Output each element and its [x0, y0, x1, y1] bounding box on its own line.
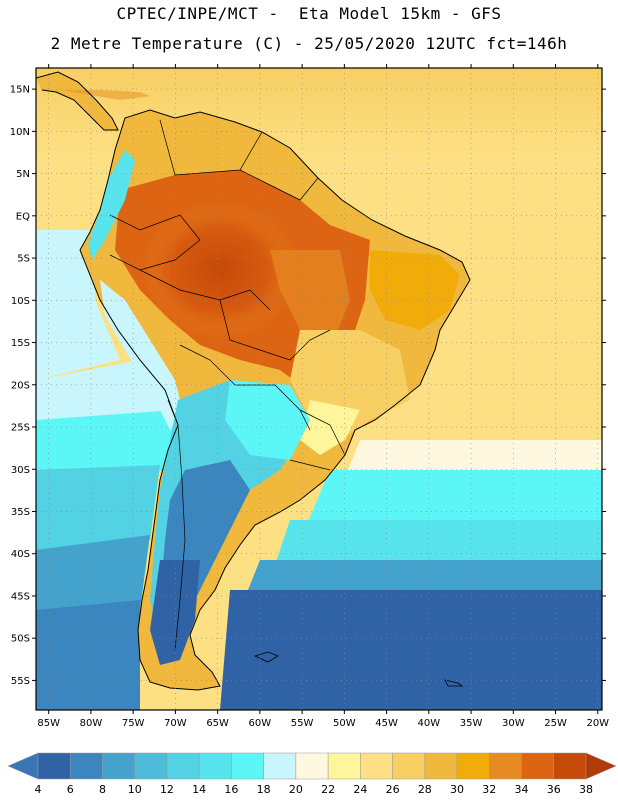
colorbar-label: 24	[353, 783, 367, 796]
coastline	[79, 109, 471, 691]
latitude-axis: 15N 10N 5N EQ 5S 10S 15S 20S 25S 30S 35S 40S 45S 50S 5…	[10, 85, 606, 687]
field-layer	[36, 68, 602, 710]
south-georgia-island	[444, 679, 464, 687]
falkland-islands	[253, 651, 279, 663]
lat-label: 30S	[11, 465, 30, 476]
lat-label: 40S	[11, 549, 30, 560]
colorbar-swatch	[69, 752, 103, 780]
colorbar-label: 38	[579, 783, 593, 796]
lat-label: 25S	[11, 423, 30, 434]
colorbar-swatch	[102, 752, 135, 780]
colorbar-low-arrow	[7, 752, 39, 780]
map-frame	[35, 67, 603, 711]
lat-lon-grid	[36, 68, 602, 710]
colorbar-swatch	[521, 752, 555, 780]
amazon-core	[140, 200, 300, 340]
colorbar-label: 6	[67, 783, 74, 796]
lat-label: 50S	[11, 634, 30, 645]
colorbar-label: 4	[35, 783, 42, 796]
colorbar-label: 10	[128, 783, 142, 796]
colorbar-label: 36	[547, 783, 561, 796]
colorbar-swatch	[327, 752, 361, 780]
lat-label: 15N	[10, 85, 30, 96]
colorbar-label: 30	[450, 783, 464, 796]
chaco-pampas-field	[225, 380, 310, 460]
colorbar-swatch	[295, 752, 329, 780]
lon-label: 60W	[249, 718, 272, 729]
colorbar-high-arrow	[585, 752, 617, 780]
patagonia-cold	[150, 560, 200, 665]
colorbar-label: 8	[99, 783, 106, 796]
central-brazil-warm	[270, 250, 350, 350]
central-america-land	[36, 72, 118, 130]
colorbar-swatch	[489, 752, 522, 780]
lat-label: 15S	[11, 338, 30, 349]
colorbar-label: 32	[482, 783, 496, 796]
lat-label: 20S	[11, 380, 30, 391]
colorbar-swatch	[263, 752, 297, 780]
map-title-line-2: 2 Metre Temperature (C) - 25/05/2020 12U…	[50, 34, 568, 53]
colorbar-swatch	[456, 752, 490, 780]
lon-label: 50W	[333, 718, 356, 729]
caribbean-coast-warm	[60, 90, 150, 100]
andes-north-cold	[88, 150, 135, 260]
colorbar-swatch	[424, 752, 458, 780]
pacific-south-band	[36, 535, 150, 620]
pacific-cyan-band	[36, 410, 175, 480]
lon-label: 40W	[418, 718, 441, 729]
lat-label: 10N	[10, 127, 30, 138]
lon-label: 85W	[37, 718, 60, 729]
lon-label: 20W	[586, 718, 609, 729]
south-brazil-mild	[300, 400, 360, 455]
lon-label: 65W	[206, 718, 229, 729]
northeast-brazil	[370, 250, 460, 330]
central-america-coast	[36, 71, 119, 131]
lat-label: 55S	[11, 676, 30, 687]
lon-label: 80W	[80, 718, 103, 729]
colorbar-label: 22	[321, 783, 335, 796]
colorbar-swatch	[166, 752, 200, 780]
colorbar-label: 34	[515, 783, 529, 796]
lon-label: 30W	[502, 718, 525, 729]
map-title-line-1: CPTEC/INPE/MCT - Eta Model 15km - GFS	[116, 4, 502, 23]
lat-label: 5N	[16, 169, 30, 180]
lon-label: 70W	[164, 718, 187, 729]
colorbar-label: 20	[289, 783, 303, 796]
pacific-far-south-band	[36, 600, 140, 710]
colorbar-label: 18	[257, 783, 271, 796]
country-borders	[109, 119, 346, 651]
colorbar-swatch	[134, 752, 168, 780]
pacific-subtropical-band	[36, 360, 170, 430]
longitude-axis: 85W 80W 75W 70W 65W 60W 55W 50W 45W 40W 35W 30W 25W 2…	[37, 64, 609, 729]
lon-label: 25W	[544, 718, 567, 729]
atlantic-cold-band	[220, 590, 602, 710]
colorbar-label: 28	[418, 783, 432, 796]
colorbar-label: 16	[224, 783, 238, 796]
lon-label: 35W	[460, 718, 483, 729]
lat-label: EQ	[16, 211, 30, 222]
colorbar-swatch	[198, 752, 232, 780]
colorbar-swatch	[37, 752, 71, 780]
colorbar-label: 26	[386, 783, 400, 796]
lon-label: 55W	[291, 718, 314, 729]
colorbar-swatch	[231, 752, 264, 780]
lat-label: 5S	[17, 254, 30, 265]
lat-label: 10S	[11, 296, 30, 307]
colorbar: 4 6 8 10 12 14 16 18 20 22 24 26 28 30 32 34 36 38	[7, 752, 617, 796]
lon-label: 75W	[122, 718, 145, 729]
colorbar-swatch	[553, 752, 587, 780]
colorbar-swatch	[360, 752, 393, 780]
pacific-mid-band	[36, 465, 160, 560]
andes-central	[100, 280, 185, 430]
colorbar-label: 12	[160, 783, 174, 796]
lon-label: 45W	[375, 718, 398, 729]
lat-label: 45S	[11, 591, 30, 602]
lat-label: 35S	[11, 507, 30, 518]
colorbar-label: 14	[192, 783, 206, 796]
colorbar-swatch	[392, 752, 426, 780]
